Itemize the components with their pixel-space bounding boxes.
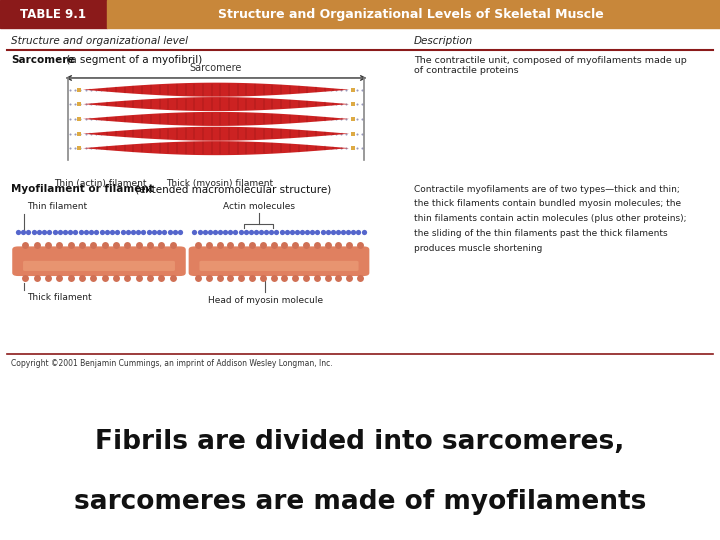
Polygon shape	[83, 97, 349, 111]
Bar	[107, 0, 720, 28]
Bar	[0, 0, 107, 28]
Polygon shape	[83, 127, 349, 141]
Text: Thick filament: Thick filament	[27, 293, 91, 302]
Polygon shape	[83, 141, 349, 155]
Text: Thin filament: Thin filament	[27, 201, 87, 211]
Text: produces muscle shortening: produces muscle shortening	[414, 244, 542, 253]
Text: (extended macromolecular structure): (extended macromolecular structure)	[132, 184, 331, 194]
Text: Copyright ©2001 Benjamin Cummings, an imprint of Addison Wesley Longman, Inc.: Copyright ©2001 Benjamin Cummings, an im…	[11, 359, 333, 368]
Text: the thick filaments contain bundled myosin molecules; the: the thick filaments contain bundled myos…	[414, 199, 681, 208]
Text: sarcomeres are made of myofilaments: sarcomeres are made of myofilaments	[74, 489, 646, 516]
Text: Thick (myosin) filament: Thick (myosin) filament	[166, 179, 273, 188]
Polygon shape	[83, 83, 349, 97]
Text: Contractile myofilaments are of two types—thick and thin;: Contractile myofilaments are of two type…	[414, 185, 680, 194]
Text: Myofilament or filament: Myofilament or filament	[11, 184, 153, 194]
Text: (a segment of a myofibril): (a segment of a myofibril)	[63, 56, 202, 65]
FancyBboxPatch shape	[199, 261, 359, 271]
Text: The contractile unit, composed of myofilaments made up: The contractile unit, composed of myofil…	[414, 56, 687, 65]
Text: Actin molecules: Actin molecules	[222, 201, 294, 211]
Text: Fibrils are divided into sarcomeres,: Fibrils are divided into sarcomeres,	[95, 429, 625, 455]
Text: of contractile proteins: of contractile proteins	[414, 66, 518, 75]
Text: Structure and organizational level: Structure and organizational level	[11, 36, 188, 46]
FancyBboxPatch shape	[23, 261, 175, 271]
FancyBboxPatch shape	[189, 246, 369, 276]
Text: Sarcomere: Sarcomere	[11, 56, 74, 65]
Polygon shape	[83, 112, 349, 126]
Text: Description: Description	[414, 36, 473, 46]
Text: Sarcomere: Sarcomere	[190, 63, 242, 73]
FancyBboxPatch shape	[12, 246, 186, 276]
Text: thin filaments contain actin molecules (plus other proteins);: thin filaments contain actin molecules (…	[414, 214, 686, 223]
Text: Head of myosin molecule: Head of myosin molecule	[208, 295, 323, 305]
Text: the sliding of the thin filaments past the thick filaments: the sliding of the thin filaments past t…	[414, 229, 667, 238]
Text: Structure and Organizational Levels of Skeletal Muscle: Structure and Organizational Levels of S…	[217, 8, 603, 21]
Text: TABLE 9.1: TABLE 9.1	[20, 8, 86, 21]
Text: Thin (actin) filament: Thin (actin) filament	[55, 179, 147, 188]
